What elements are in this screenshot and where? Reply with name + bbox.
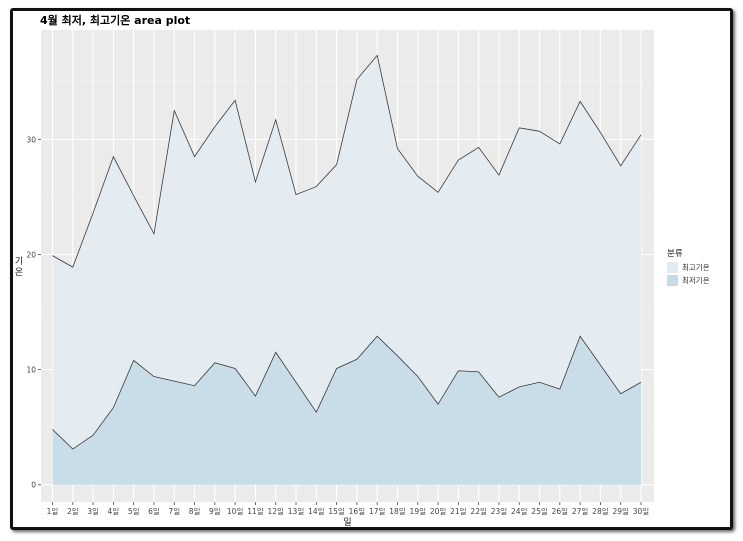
x-tick-label: 14일 [308,507,325,516]
x-tick-label: 28일 [592,507,609,516]
legend-label: 최저기온 [682,275,710,285]
x-tick-label: 23일 [491,507,508,516]
x-tick-label: 20일 [430,507,447,516]
x-tick-label: 11일 [247,507,264,516]
x-tick-label: 12일 [267,507,284,516]
x-tick-label: 21일 [450,507,467,516]
x-tick-label: 24일 [511,507,528,516]
x-axis-title: 일 [343,517,351,528]
y-axis-title: 기온 [15,256,23,278]
x-tick-label: 22일 [470,507,487,516]
y-axis-title-char: 기 [15,256,23,267]
y-tick-label: 30 [26,135,36,144]
area-line-최고기온 [52,54,642,268]
y-tick-label: 10 [26,366,36,375]
x-tick-label: 1일 [47,507,59,516]
x-tick-label: 10일 [227,507,244,516]
legend-label: 최고기온 [682,262,710,272]
x-tick-label: 19일 [410,507,427,516]
x-tick-label: 7일 [168,507,180,516]
legend-swatch [667,262,678,273]
x-tick-label: 2일 [67,507,79,516]
chart-title: 4월 최저, 최고기온 area plot [40,13,190,27]
y-tick-label: 0 [31,481,36,490]
x-tick-label: 30일 [633,507,650,516]
x-tick-label: 17일 [369,507,386,516]
x-tick-label: 5일 [128,507,140,516]
x-tick-label: 29일 [612,507,629,516]
y-axis-title-char: 온 [15,267,23,278]
x-tick-label: 27일 [572,507,589,516]
legend-title: 분류 [667,249,683,259]
area-series [52,54,642,485]
x-tick-label: 3일 [87,507,99,516]
area-fill-최고기온 [52,55,641,485]
legend-swatch [667,275,678,286]
x-tick-label: 16일 [349,507,366,516]
x-tick-label: 8일 [189,507,201,516]
x-tick-label: 4일 [108,507,120,516]
y-axis-ticks: 0 10 20 30 [26,135,41,490]
x-tick-label: 6일 [148,507,160,516]
x-tick-label: 25일 [531,507,548,516]
x-tick-label: 26일 [552,507,569,516]
x-axis-ticks: 1일 2일 3일 4일 5일 6일 7일 8일 9일 10일 11일 12일 13일 14일 15일 16일 1… [47,502,650,516]
area-fill-최저기온 [52,336,641,485]
y-tick-label: 20 [26,250,36,259]
x-tick-label: 9일 [209,507,221,516]
x-tick-label: 15일 [328,507,345,516]
x-tick-label: 13일 [288,507,305,516]
area-line-최저기온 [52,335,642,450]
x-tick-label: 18일 [389,507,406,516]
